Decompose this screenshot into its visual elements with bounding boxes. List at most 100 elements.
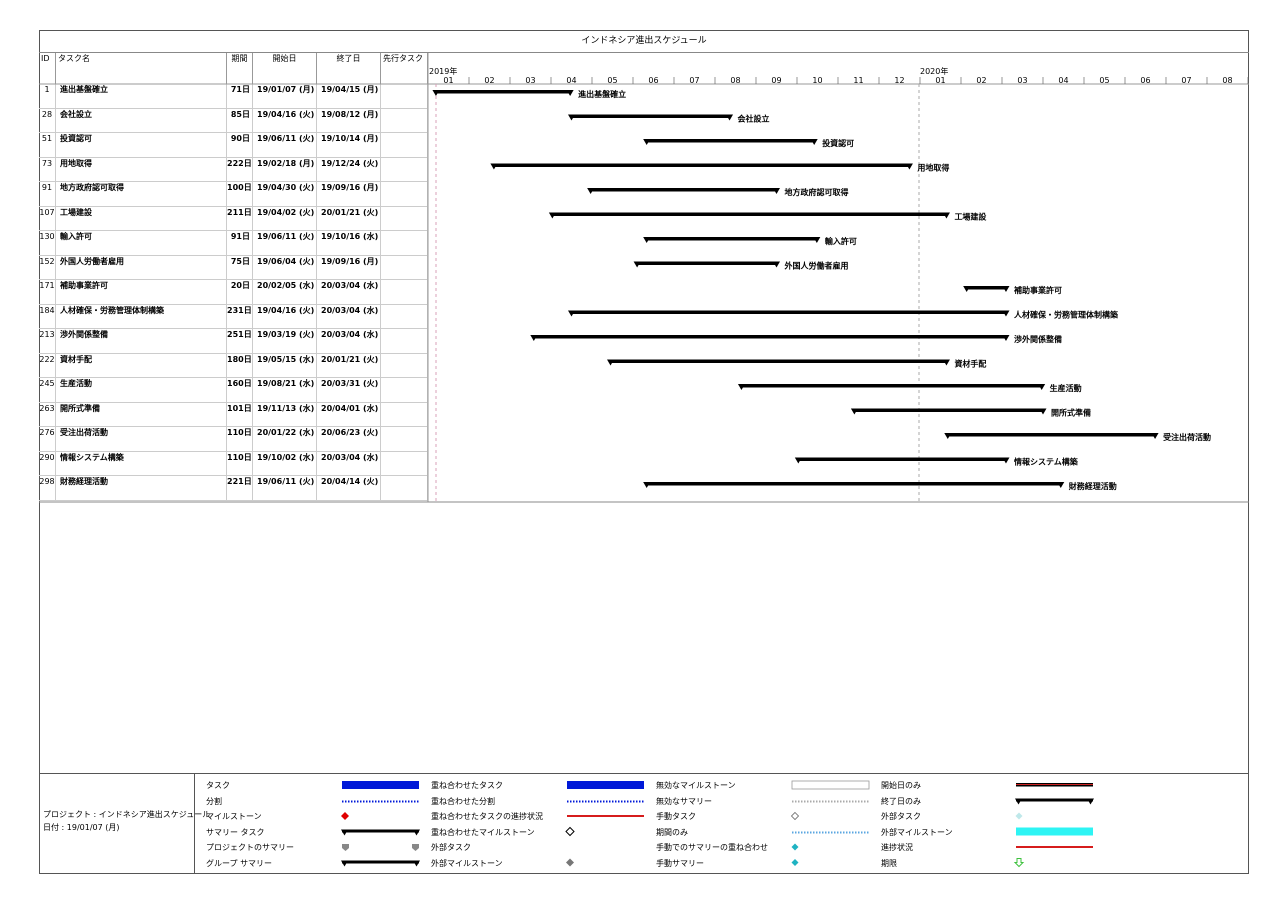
summary-bar	[533, 335, 1006, 339]
task-start: 19/04/02 (火)	[253, 206, 317, 230]
task-end: 19/10/14 (月)	[317, 133, 381, 157]
month-label: 05	[607, 76, 617, 85]
task-start: 19/05/15 (水)	[253, 353, 317, 377]
table-row[interactable]: 263 開所式準備 101日 19/11/13 (水) 20/04/01 (水)	[39, 402, 428, 427]
legend-label: 外部マイルストーン	[431, 858, 503, 868]
month-label: 03	[1017, 76, 1027, 85]
summary-end-cap	[942, 212, 950, 219]
summary-bar	[571, 310, 1006, 314]
legend-milestone-icon	[341, 812, 349, 820]
task-end: 20/04/01 (水)	[317, 402, 381, 426]
summary-bar	[646, 139, 815, 143]
summary-bar	[435, 90, 571, 94]
table-row[interactable]: 130 輸入許可 91日 19/06/11 (火) 19/10/16 (水)	[39, 231, 428, 256]
task-id: 152	[39, 255, 56, 279]
legend-label: 期限	[881, 858, 897, 868]
summary-start-cap	[643, 237, 651, 243]
task-start: 19/06/11 (火)	[253, 133, 317, 157]
summary-bar	[966, 286, 1006, 290]
table-row[interactable]: 213 渉外関係整備 251日 19/03/19 (火) 20/03/04 (水)	[39, 329, 428, 354]
legend-manual-task-icon	[790, 811, 800, 821]
header-id: ID	[39, 53, 56, 85]
legend-summary-symbol	[342, 829, 419, 833]
task-name: 情報システム構築	[56, 451, 227, 475]
summary-start-cap	[737, 384, 745, 390]
page-title: インドネシア進出スケジュール	[39, 30, 1249, 53]
summary-bar	[741, 384, 1042, 388]
task-duration: 71日	[227, 84, 253, 108]
task-end: 20/01/21 (火)	[317, 206, 381, 230]
month-label: 04	[566, 76, 576, 85]
legend-project-name: プロジェクト : インドネシア進出スケジュール	[43, 810, 211, 819]
bar-label: 情報システム構築	[1013, 457, 1079, 467]
legend-label: プロジェクトのサマリー	[206, 843, 294, 852]
task-start: 19/04/16 (火)	[253, 304, 317, 328]
task-table: 1 進出基盤確立 71日 19/01/07 (月) 19/04/15 (月) 28 会社設立…	[39, 84, 428, 502]
task-duration: 100日	[227, 182, 253, 206]
summary-start-cap	[568, 310, 575, 317]
summary-start-cap	[548, 212, 556, 219]
bar-label: 資材手配	[954, 359, 986, 369]
task-name: 補助事業許可	[56, 280, 227, 304]
summary-end-cap	[1002, 457, 1010, 464]
task-start: 19/04/16 (火)	[253, 108, 317, 132]
task-id: 245	[39, 378, 56, 402]
task-start: 20/01/22 (水)	[253, 427, 317, 451]
task-name: 輸入許可	[56, 231, 227, 255]
summary-end-cap	[1057, 482, 1065, 488]
task-end: 19/09/16 (月)	[317, 255, 381, 279]
legend-project-summary-cap	[412, 844, 419, 851]
summary-bar	[798, 457, 1006, 461]
legend-label: 重ね合わせたタスク	[431, 781, 503, 790]
legend-label: 重ね合わせたタスクの進捗状況	[431, 812, 543, 821]
summary-start-cap	[587, 188, 595, 194]
summary-end-cap	[942, 359, 950, 366]
task-start: 19/01/07 (月)	[253, 84, 317, 108]
legend-label: 外部マイルストーン	[881, 827, 953, 837]
header-end: 終了日	[317, 53, 381, 85]
legend-label: サマリー タスク	[206, 827, 265, 837]
summary-end-cap	[726, 114, 734, 121]
header-duration: 期間	[227, 53, 253, 85]
task-name: 人材確保・労務管理体制構築	[56, 304, 227, 328]
legend-label: 分割	[206, 796, 222, 806]
year-label: 2019年	[429, 66, 457, 76]
task-end: 20/03/04 (水)	[317, 451, 381, 475]
task-end: 20/06/23 (火)	[317, 427, 381, 451]
table-row[interactable]: 91 地方政府認可取得 100日 19/04/30 (火) 19/09/16 (月)	[39, 182, 428, 207]
table-row[interactable]: 171 補助事業許可 20日 20/02/05 (水) 20/03/04 (水)	[39, 280, 428, 305]
task-name: 投資認可	[56, 133, 227, 157]
table-row[interactable]: 298 財務経理活動 221日 19/06/11 (火) 20/04/14 (火)	[39, 476, 428, 501]
legend-label: 外部タスク	[431, 843, 471, 852]
legend-label: グループ サマリー	[206, 858, 273, 868]
legend-teal-diamond-icon	[791, 843, 799, 851]
bar-label: 投資認可	[822, 138, 854, 148]
task-id: 130	[39, 231, 56, 255]
legend-external-task-icon	[1015, 812, 1023, 820]
task-end: 20/03/04 (水)	[317, 304, 381, 328]
task-name: 会社設立	[56, 108, 227, 132]
task-name: 生産活動	[56, 378, 227, 402]
summary-bar	[854, 408, 1043, 412]
task-name: 工場建設	[56, 206, 227, 230]
bar-label: 会社設立	[738, 114, 770, 124]
bar-label: 補助事業許可	[1013, 285, 1062, 295]
summary-end-cap	[773, 188, 780, 194]
summary-bar	[610, 359, 947, 363]
summary-start-cap	[490, 163, 498, 170]
task-duration: 75日	[227, 255, 253, 279]
task-name: 資材手配	[56, 353, 227, 377]
table-row[interactable]: 107 工場建設 211日 19/04/02 (火) 20/01/21 (火)	[39, 206, 428, 231]
task-end: 20/01/21 (火)	[317, 353, 381, 377]
month-label: 05	[1099, 76, 1109, 85]
task-end: 20/03/04 (水)	[317, 280, 381, 304]
month-label: 07	[1181, 76, 1191, 85]
task-id: 213	[39, 329, 56, 353]
table-row[interactable]: 276 受注出荷活動 110日 20/01/22 (水) 20/06/23 (火)	[39, 427, 428, 452]
task-start: 19/11/13 (水)	[253, 402, 317, 426]
bar-label: 受注出荷活動	[1163, 432, 1211, 442]
month-label: 01	[935, 76, 945, 85]
table-row[interactable]: 245 生産活動 160日 19/08/21 (水) 20/03/31 (火)	[39, 378, 428, 403]
summary-start-cap	[607, 359, 615, 366]
task-id: 51	[39, 133, 56, 157]
